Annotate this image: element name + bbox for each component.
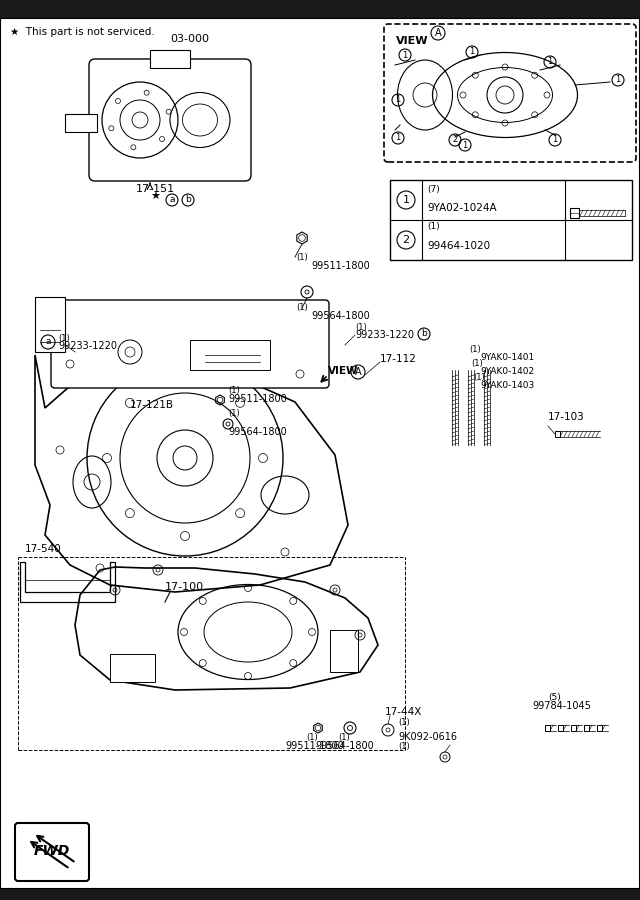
Text: (1): (1): [228, 386, 240, 395]
Text: 9YA02-1024A: 9YA02-1024A: [427, 203, 497, 213]
Text: 03-000: 03-000: [170, 34, 209, 44]
Text: 1: 1: [403, 50, 408, 59]
Text: (1): (1): [398, 742, 410, 751]
Text: 17-540: 17-540: [25, 544, 61, 554]
Text: (1): (1): [296, 303, 308, 312]
Bar: [558, 725, 563, 731]
Text: 17-151: 17-151: [136, 184, 175, 194]
Bar: [570, 208, 579, 218]
Text: 1: 1: [396, 95, 401, 104]
Bar: [571, 725, 576, 731]
Text: b: b: [421, 329, 427, 338]
Text: 99564-1800: 99564-1800: [228, 427, 287, 437]
Text: A: A: [355, 367, 362, 377]
Text: (1): (1): [471, 359, 483, 368]
Text: 1: 1: [547, 58, 552, 67]
Text: A: A: [435, 28, 442, 38]
Text: 1: 1: [462, 140, 468, 149]
Bar: [555, 431, 560, 437]
Text: 17-100: 17-100: [165, 582, 204, 592]
Text: (7): (7): [427, 185, 440, 194]
Bar: [110, 654, 155, 682]
Bar: [150, 50, 190, 68]
Bar: [597, 725, 602, 731]
Text: 9YAK0-1403: 9YAK0-1403: [480, 381, 534, 390]
Text: FWD: FWD: [34, 844, 70, 858]
Text: 1: 1: [469, 48, 475, 57]
Bar: [0, 0, 640, 18]
Bar: [65, 114, 97, 132]
Text: 9K092-0616: 9K092-0616: [398, 732, 457, 742]
FancyBboxPatch shape: [89, 59, 251, 181]
Text: 2: 2: [452, 136, 458, 145]
Text: 99564-1800: 99564-1800: [315, 741, 374, 751]
Bar: [190, 340, 270, 370]
Text: (1): (1): [355, 323, 367, 332]
Text: 17-121B: 17-121B: [130, 400, 174, 410]
Text: 9YAK0-1401: 9YAK0-1401: [480, 353, 534, 362]
Text: (1): (1): [398, 718, 410, 727]
Bar: [545, 725, 550, 731]
Text: 99784-1045: 99784-1045: [532, 701, 591, 711]
FancyBboxPatch shape: [15, 823, 89, 881]
Text: 99464-1020: 99464-1020: [427, 240, 490, 250]
Text: 99511-1800: 99511-1800: [228, 394, 287, 404]
Text: (5): (5): [548, 693, 561, 702]
FancyBboxPatch shape: [384, 24, 636, 162]
Bar: [390, 180, 632, 260]
Text: (1): (1): [427, 222, 440, 231]
Text: 1: 1: [396, 133, 401, 142]
FancyBboxPatch shape: [51, 300, 329, 388]
Text: 2: 2: [403, 235, 410, 245]
Text: 1: 1: [616, 76, 621, 85]
Bar: [584, 725, 589, 731]
Text: 99511-1800: 99511-1800: [311, 261, 370, 271]
Text: 1: 1: [552, 136, 557, 145]
Text: 17-44X: 17-44X: [385, 707, 422, 717]
Text: 1: 1: [403, 195, 410, 205]
Text: a: a: [169, 195, 175, 204]
Text: 99233-1220: 99233-1220: [355, 330, 414, 340]
Text: 99511-1800: 99511-1800: [285, 741, 344, 751]
Text: (1): (1): [296, 253, 308, 262]
Text: 99564-1800: 99564-1800: [311, 311, 370, 321]
Text: (1): (1): [473, 373, 485, 382]
Text: (1): (1): [338, 733, 350, 742]
Text: (1): (1): [469, 345, 481, 354]
Text: ★: ★: [150, 192, 160, 202]
Text: 9YAK0-1402: 9YAK0-1402: [480, 367, 534, 376]
Text: VIEW: VIEW: [328, 366, 358, 376]
Text: a: a: [45, 338, 51, 346]
Text: 99233-1220: 99233-1220: [58, 341, 117, 351]
Text: (1): (1): [58, 335, 70, 344]
Text: VIEW: VIEW: [396, 36, 429, 46]
Text: ★  This part is not serviced.: ★ This part is not serviced.: [10, 27, 155, 37]
Text: b: b: [185, 195, 191, 204]
Bar: [0, 888, 640, 900]
Text: (1): (1): [228, 409, 240, 418]
Text: 17-112: 17-112: [380, 354, 417, 364]
Bar: [330, 630, 358, 672]
Bar: [35, 297, 65, 352]
Text: (1): (1): [306, 733, 318, 742]
Text: 17-103: 17-103: [548, 412, 585, 422]
